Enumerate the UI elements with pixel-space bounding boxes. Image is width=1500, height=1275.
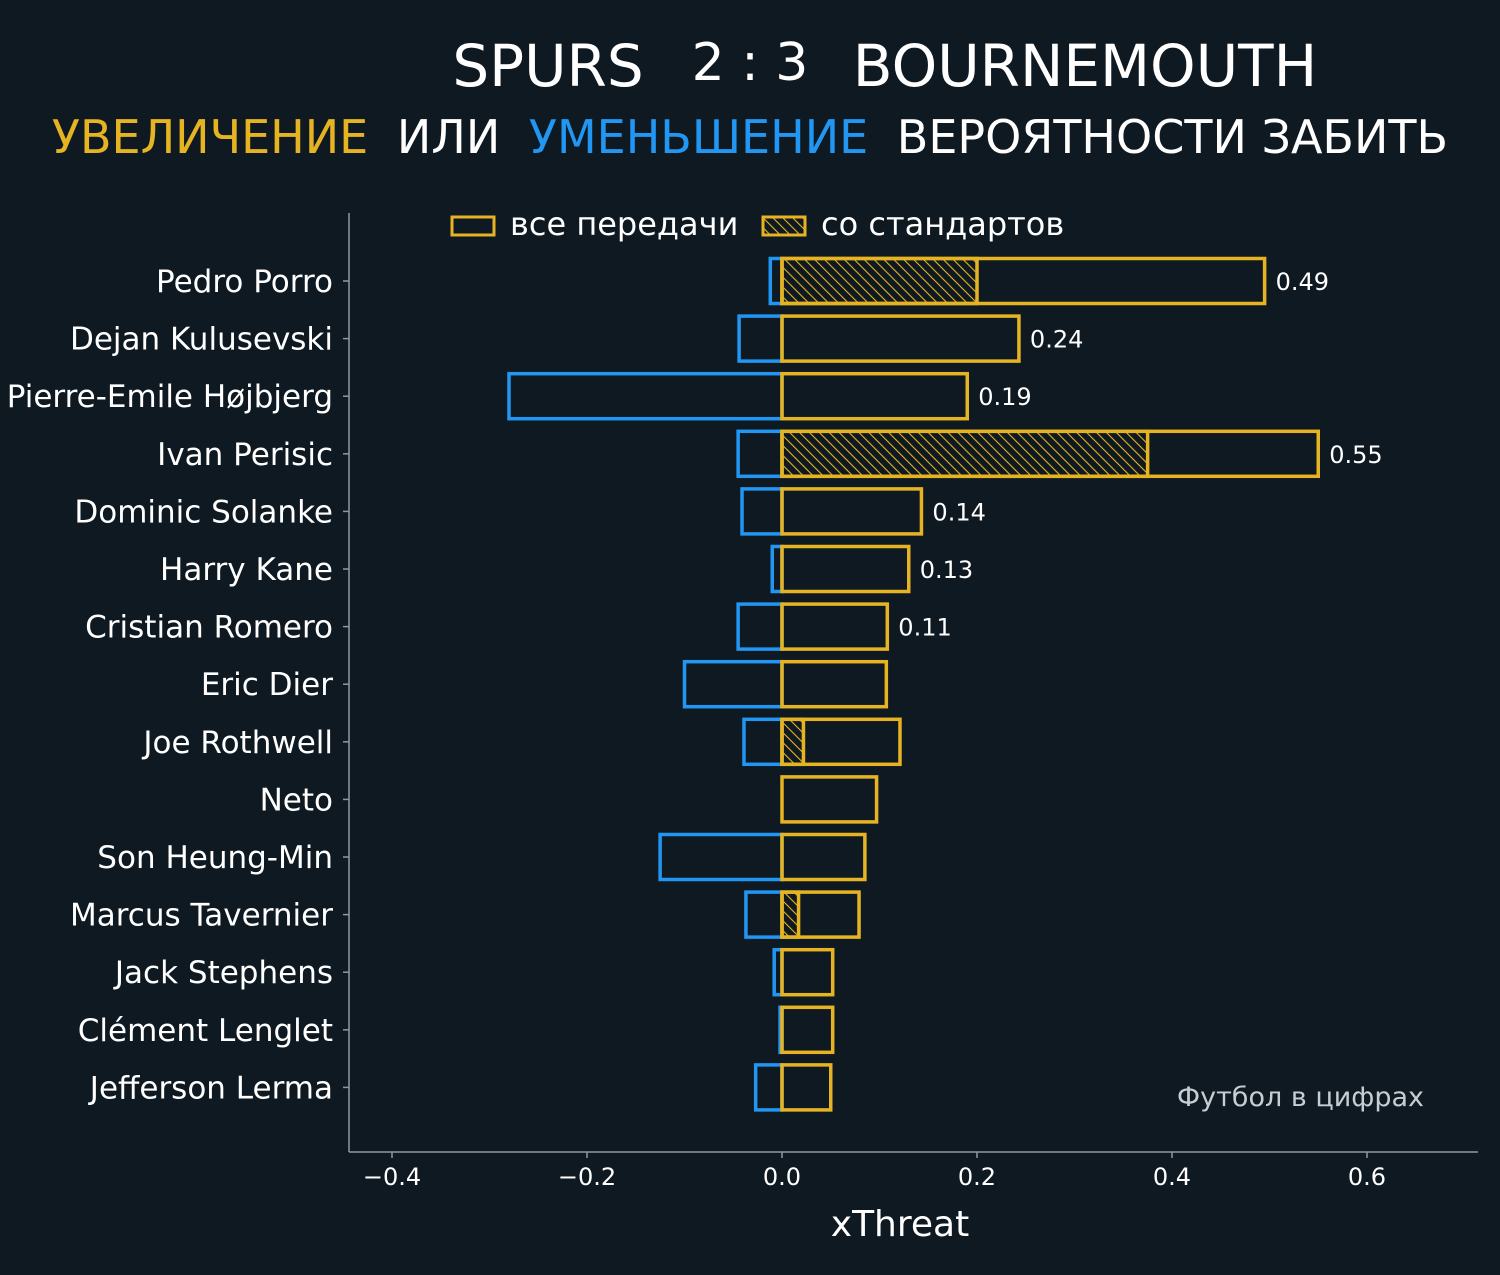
bar-increase: [780, 775, 879, 824]
bar-set-pieces: [780, 717, 806, 767]
bar-increase: [780, 832, 867, 882]
subtitle-decrease: УМЕНЬШЕНИЕ: [529, 110, 868, 164]
legend-label-all-passes: все передачи: [510, 205, 738, 243]
bar-increase: [780, 487, 924, 536]
bar-increase: [780, 659, 889, 709]
bar-increase: [780, 544, 911, 594]
legend-label-set-pieces: со стандартов: [821, 205, 1064, 243]
chart-marks: Pedro Porro 0.49 Dejan Kulusevski 0.24 Pierr…: [7, 256, 1386, 1191]
score-title: 2 : 3: [692, 33, 809, 93]
x-tick-label: 0.4: [1153, 1163, 1191, 1191]
data-label: 0.49: [1276, 268, 1329, 296]
bar-increase: [780, 947, 835, 997]
watermark: Футбол в цифрах: [1177, 1082, 1424, 1113]
legend-swatch-all-passes: [450, 215, 496, 237]
subtitle-rest: ВЕРОЯТНОСТИ ЗАБИТЬ: [897, 110, 1448, 164]
y-tick-label: Pedro Porro: [156, 264, 333, 300]
data-label: 0.14: [932, 498, 985, 526]
y-tick-label: Eric Dier: [201, 667, 333, 703]
bar-increase: [780, 717, 902, 767]
bar-decrease: [682, 659, 784, 709]
legend-swatch-set-pieces: [761, 215, 807, 237]
bar-decrease: [737, 314, 784, 363]
legend: все передачи со стандартов: [450, 205, 1064, 243]
y-tick-label: Son Heung-Min: [97, 840, 333, 876]
bar-decrease: [753, 1063, 784, 1112]
away-team-title: BOURNEMOUTH: [853, 32, 1317, 100]
home-team-title: SPURS: [452, 32, 643, 100]
bar-decrease: [742, 717, 784, 767]
x-tick-label: 0.0: [763, 1163, 801, 1191]
bar-decrease: [768, 256, 784, 306]
y-tick-label: Jefferson Lerma: [88, 1070, 333, 1106]
y-tick-label: Dominic Solanke: [74, 494, 333, 530]
x-tick-label: 0.6: [1348, 1163, 1386, 1191]
y-tick-label: Joe Rothwell: [141, 725, 333, 761]
bar-set-pieces: [780, 429, 1150, 479]
bar-increase: [780, 256, 1267, 306]
y-tick-label: Dejan Kulusevski: [70, 322, 333, 358]
y-tick-label: Marcus Tavernier: [70, 898, 333, 934]
bar-decrease: [736, 602, 784, 651]
data-label: 0.11: [898, 614, 951, 642]
bar-increase: [780, 314, 1021, 363]
y-tick-label: Harry Kane: [160, 552, 333, 588]
y-tick-label: Clément Lenglet: [78, 1013, 333, 1049]
bar-increase: [780, 602, 890, 651]
bar-increase: [780, 1005, 835, 1055]
bar-decrease: [736, 429, 784, 479]
bar-increase: [780, 1063, 833, 1112]
x-tick-label: 0.2: [958, 1163, 996, 1191]
data-label: 0.19: [978, 383, 1031, 411]
data-label: 0.13: [920, 556, 973, 584]
y-tick-label: Neto: [260, 782, 333, 818]
y-tick-label: Cristian Romero: [85, 610, 333, 646]
x-tick-label: −0.4: [363, 1163, 421, 1191]
bar-decrease: [507, 371, 784, 421]
data-label: 0.24: [1030, 326, 1083, 354]
bar-increase: [780, 371, 969, 421]
x-axis-label: xThreat: [831, 1204, 969, 1245]
bar-decrease: [740, 487, 784, 536]
bar-set-pieces: [780, 256, 979, 306]
data-label: 0.55: [1329, 441, 1382, 469]
bar-set-pieces: [780, 890, 801, 939]
subtitle-increase: УВЕЛИЧЕНИЕ: [52, 110, 368, 164]
bar-increase: [780, 429, 1320, 479]
x-tick-label: −0.2: [558, 1163, 616, 1191]
subtitle-or: ИЛИ: [397, 110, 500, 164]
bar-decrease: [658, 832, 784, 882]
y-tick-label: Pierre-Emile Højbjerg: [7, 379, 333, 415]
bar-decrease: [744, 890, 784, 939]
bar-increase: [780, 890, 861, 939]
y-tick-label: Jack Stephens: [113, 955, 333, 991]
subtitle: УВЕЛИЧЕНИЕ ИЛИ УМЕНЬШЕНИЕ ВЕРОЯТНОСТИ ЗА…: [52, 110, 1448, 164]
y-tick-label: Ivan Perisic: [157, 437, 333, 473]
